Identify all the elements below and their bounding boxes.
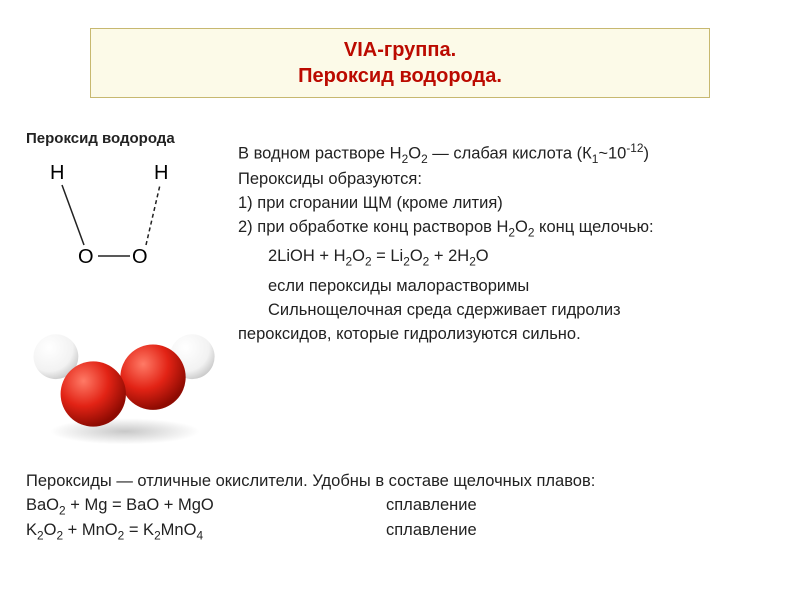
t: BaO bbox=[26, 496, 59, 514]
bottom-text: Пероксиды — отличные окислители. Удобны … bbox=[26, 470, 776, 545]
eq3-left: K2O2 + MnO2 = K2MnO4 bbox=[26, 519, 386, 545]
t: 2 bbox=[469, 255, 476, 269]
t: = Li bbox=[372, 247, 404, 265]
t: O bbox=[515, 218, 528, 236]
bond-h1-o1 bbox=[62, 185, 84, 245]
atom-o1: O bbox=[78, 246, 94, 268]
t: 2 bbox=[421, 152, 428, 166]
t: 2 bbox=[365, 255, 372, 269]
t: = K bbox=[124, 521, 154, 539]
line-7: Сильнощелочная среда сдерживает гидролиз bbox=[238, 299, 783, 323]
t: + MnO bbox=[63, 521, 118, 539]
equation-3: K2O2 + MnO2 = K2MnO4 сплавление bbox=[26, 519, 776, 545]
t: 2 bbox=[403, 255, 410, 269]
line-6: если пероксиды малорастворимы bbox=[238, 275, 783, 299]
eq2-left: BaO2 + Mg = BaO + MgO bbox=[26, 494, 386, 520]
t: O bbox=[408, 145, 421, 163]
line-8: пероксидов, которые гидролизуются сильно… bbox=[238, 323, 783, 347]
title-line-2: Пероксид водорода. bbox=[298, 63, 502, 89]
t: ) bbox=[644, 145, 650, 163]
t: 4 bbox=[196, 529, 203, 543]
t: O bbox=[44, 521, 57, 539]
main-text: В водном растворе H2O2 — слабая кислота … bbox=[238, 140, 783, 347]
t: O bbox=[410, 247, 423, 265]
line-3: 1) при сгорании ЩМ (кроме лития) bbox=[238, 192, 783, 216]
t: 2 bbox=[59, 503, 66, 517]
equation-2: BaO2 + Mg = BaO + MgO сплавление bbox=[26, 494, 776, 520]
bond-o2-h2-dashed bbox=[146, 185, 160, 245]
atom-o2: O bbox=[132, 246, 148, 268]
t: MnO bbox=[161, 521, 197, 539]
structural-svg: H H O O bbox=[26, 153, 206, 283]
t: 2 bbox=[37, 529, 44, 543]
t: ~10 bbox=[598, 145, 626, 163]
atom-h2: H bbox=[154, 162, 168, 184]
eq3-right: сплавление bbox=[386, 519, 477, 545]
t: O bbox=[352, 247, 365, 265]
t: 2LiOH + H bbox=[268, 247, 346, 265]
atom-3d-o2 bbox=[120, 345, 185, 410]
t: В водном растворе H bbox=[238, 145, 402, 163]
diagram-label: Пероксид водорода bbox=[26, 130, 226, 147]
t: + 2H bbox=[429, 247, 469, 265]
molecule-3d bbox=[30, 310, 220, 450]
t: конц щелочью: bbox=[534, 218, 653, 236]
eq2-right: сплавление bbox=[386, 494, 477, 520]
equation-1: 2LiOH + H2O2 = Li2O2 + 2H2O bbox=[238, 245, 783, 271]
title-line-1: VIA-группа. bbox=[344, 37, 456, 63]
t: 2 bbox=[154, 529, 161, 543]
line-2: Пероксиды образуются: bbox=[238, 168, 783, 192]
t: -12 bbox=[626, 141, 643, 155]
title-box: VIA-группа. Пероксид водорода. bbox=[90, 28, 710, 98]
bottom-line-1: Пероксиды — отличные окислители. Удобны … bbox=[26, 470, 776, 494]
t: + Mg = BaO + MgO bbox=[66, 496, 214, 514]
atom-h1: H bbox=[50, 162, 64, 184]
t: — слабая кислота (К bbox=[428, 145, 592, 163]
line-1: В водном растворе H2O2 — слабая кислота … bbox=[238, 140, 783, 168]
line-4: 2) при обработке конц растворов H2O2 кон… bbox=[238, 216, 783, 242]
atom-3d-o1 bbox=[61, 361, 126, 426]
t: 2) при обработке конц растворов H bbox=[238, 218, 508, 236]
structural-diagram: Пероксид водорода H H O O bbox=[26, 130, 226, 288]
t: K bbox=[26, 521, 37, 539]
t: O bbox=[476, 247, 489, 265]
molecule-shadow bbox=[50, 418, 199, 444]
